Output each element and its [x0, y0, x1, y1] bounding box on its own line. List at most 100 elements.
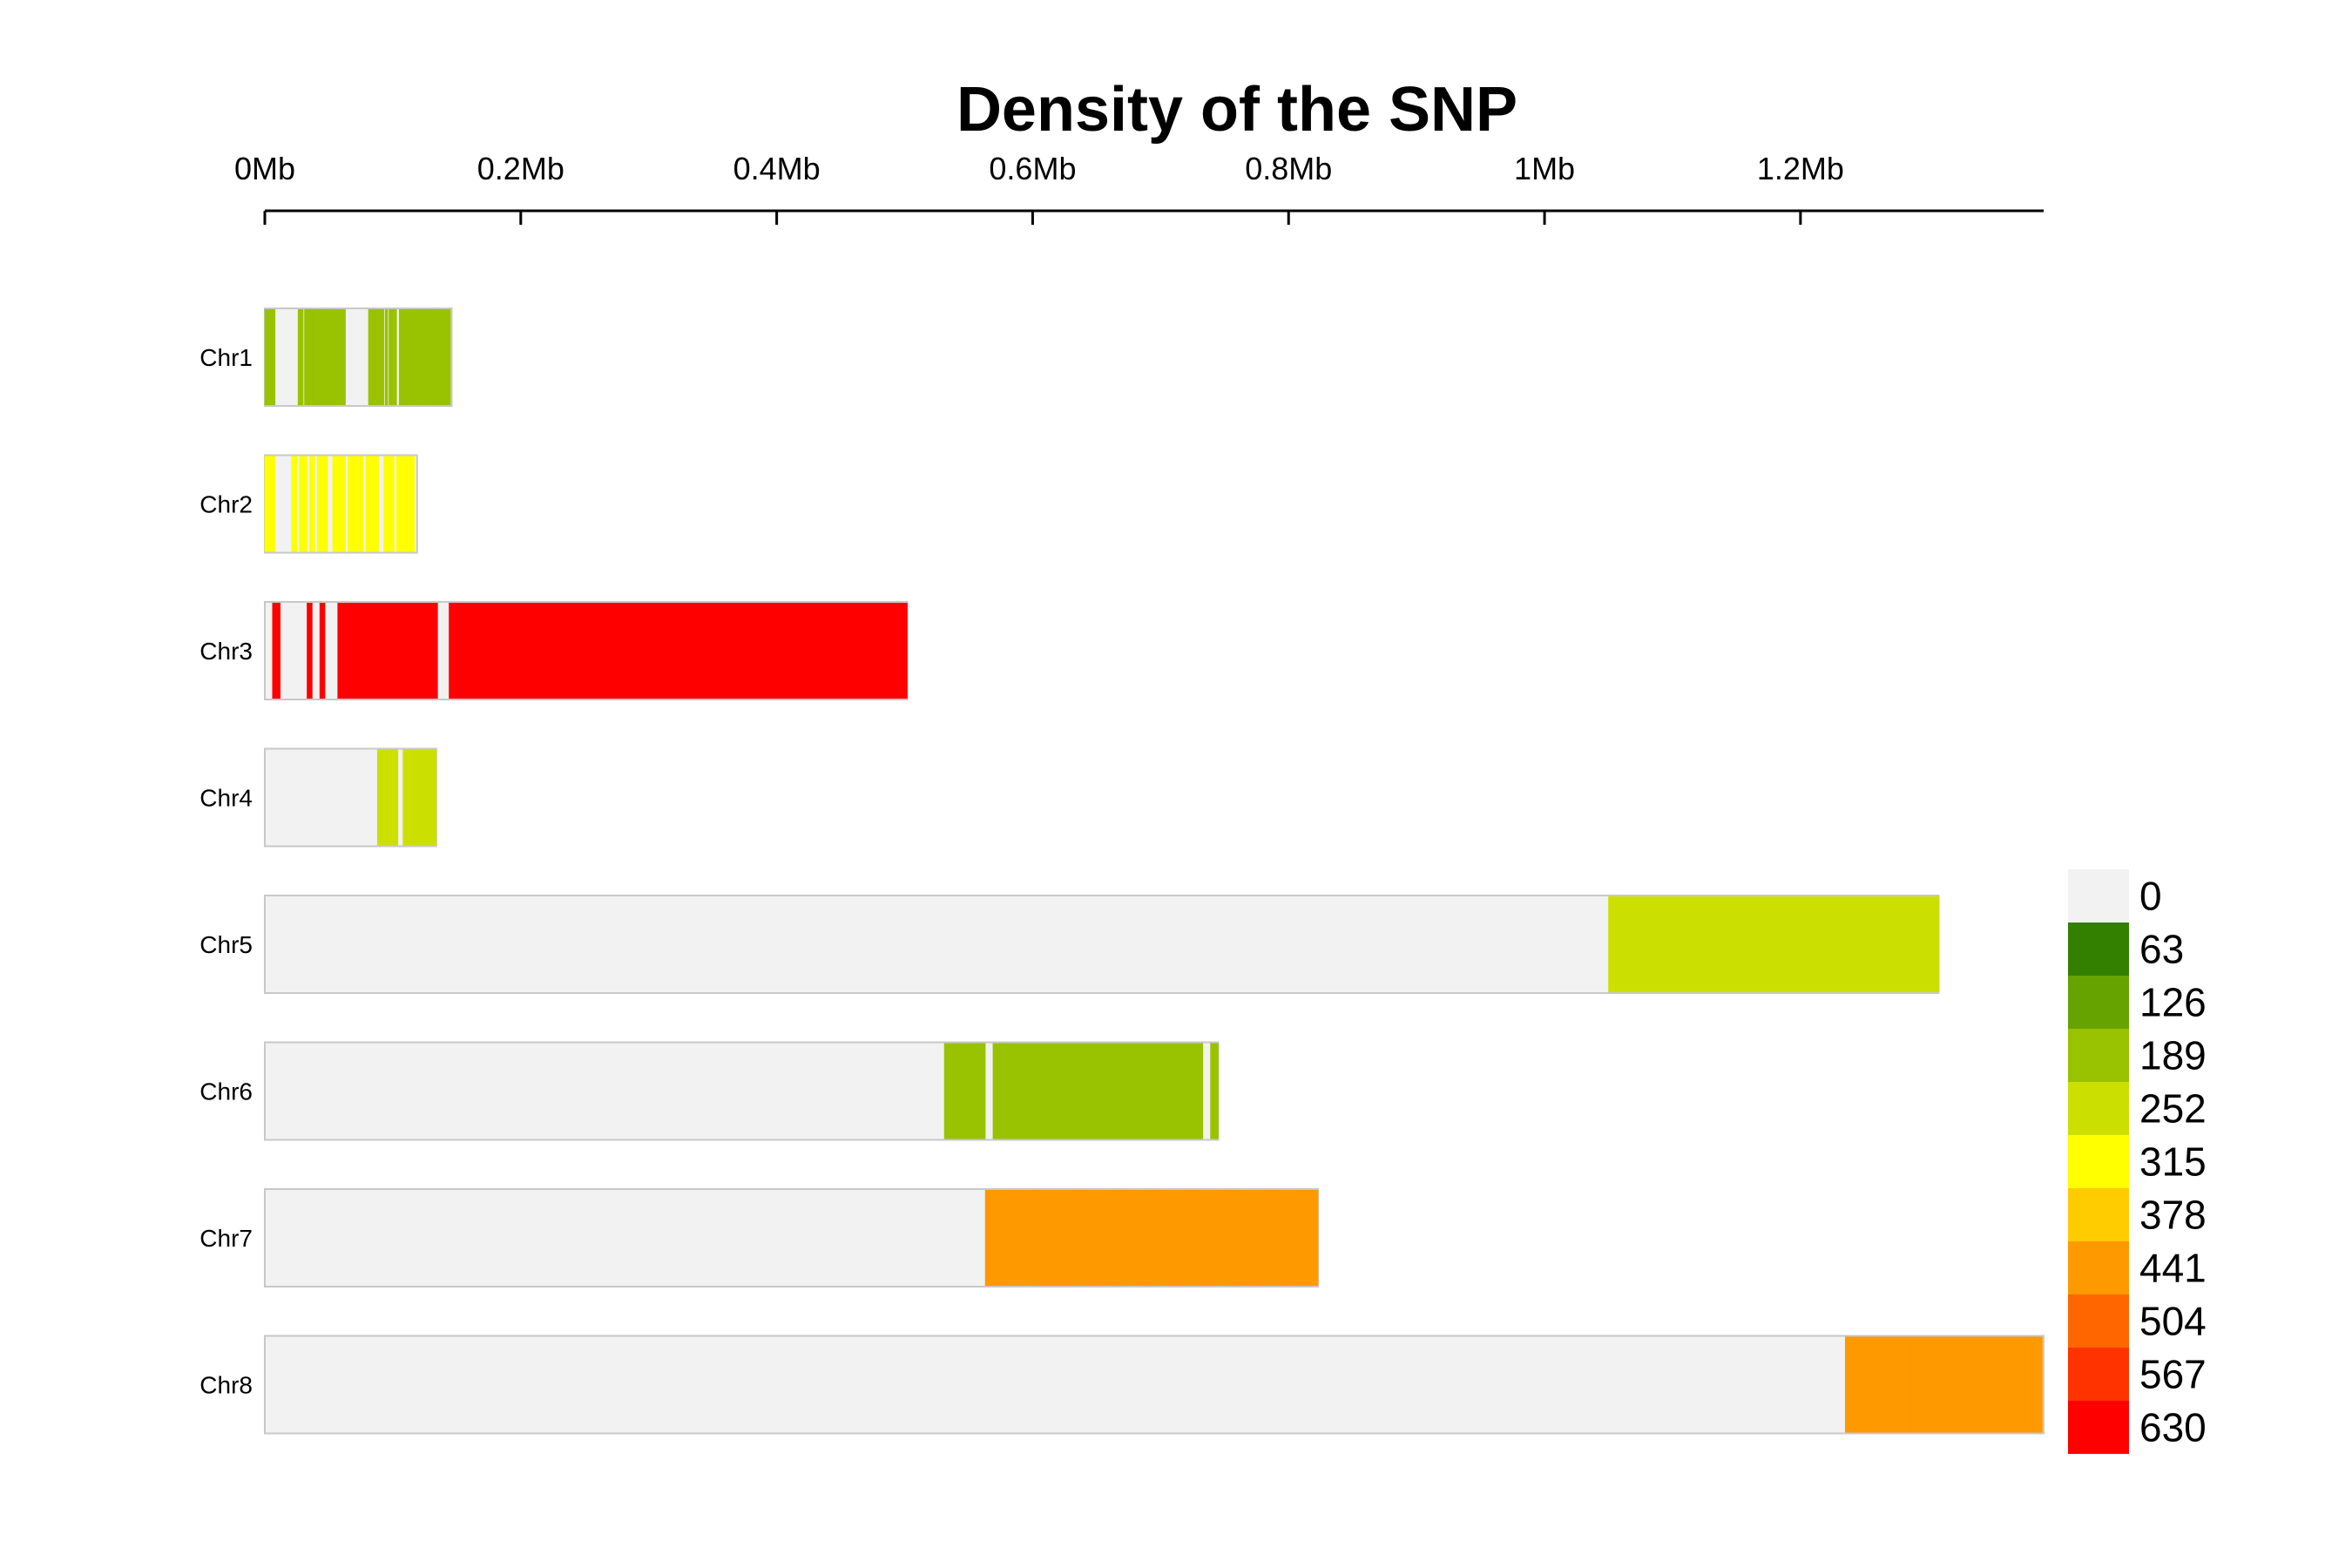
snp-bin	[886, 603, 890, 699]
snp-bin	[1881, 1336, 1884, 1433]
snp-bin	[1669, 896, 1673, 992]
snp-bin	[1980, 1336, 1984, 1433]
snp-bin	[531, 603, 534, 699]
snp-bin	[1225, 1190, 1229, 1286]
snp-bin	[517, 603, 522, 699]
snp-bin	[1960, 1336, 1963, 1433]
snp-bin	[1898, 1336, 1903, 1433]
snp-bin	[461, 603, 465, 699]
snp-bin	[525, 603, 529, 699]
snp-bin	[697, 603, 700, 699]
snp-bin	[840, 603, 844, 699]
snp-bin	[1128, 1043, 1132, 1139]
snp-bin	[1118, 1043, 1122, 1139]
snp-bin	[1110, 1043, 1114, 1139]
snp-bin	[1044, 1190, 1047, 1286]
snp-bin	[1307, 1190, 1311, 1286]
snp-bin	[274, 603, 279, 699]
snp-bin	[1057, 1043, 1060, 1139]
snp-bin	[1230, 1190, 1234, 1286]
snp-bin	[1205, 1190, 1209, 1286]
snp-bin	[1900, 896, 1903, 992]
snp-bin	[632, 603, 637, 699]
snp-bin	[492, 603, 496, 699]
snp-bin	[444, 309, 449, 405]
snp-bin	[1715, 896, 1720, 992]
snp-bin	[1061, 1190, 1065, 1286]
snp-bin	[1164, 1043, 1168, 1139]
snp-bin	[1074, 1190, 1078, 1286]
snp-bin	[1685, 896, 1688, 992]
snp-bin	[413, 749, 416, 846]
snp-bin	[743, 603, 747, 699]
snp-bin	[1923, 896, 1927, 992]
snp-bin	[620, 603, 624, 699]
snp-bin	[1841, 896, 1845, 992]
snp-bin	[1852, 1336, 1856, 1433]
snp-bin	[269, 456, 274, 552]
snp-bin	[689, 603, 693, 699]
snp-bin	[507, 603, 511, 699]
snp-bin	[395, 603, 400, 699]
snp-bin	[664, 603, 667, 699]
snp-bin	[1936, 1336, 1941, 1433]
snp-bin	[1939, 1336, 1943, 1433]
snp-bin	[401, 309, 405, 405]
snp-bin	[804, 603, 808, 699]
snp-bin	[584, 603, 588, 699]
snp-bin	[429, 603, 433, 699]
snp-bin	[297, 309, 301, 405]
snp-bin	[1998, 1336, 2002, 1433]
snp-bin	[1740, 896, 1745, 992]
snp-bin	[416, 749, 419, 846]
snp-bin	[1912, 896, 1916, 992]
snp-bin	[1917, 896, 1922, 992]
snp-bin	[1794, 896, 1799, 992]
snp-bin	[1734, 896, 1737, 992]
snp-bin	[1200, 1043, 1204, 1139]
snp-bin	[1931, 1336, 1936, 1433]
snp-bin	[355, 603, 359, 699]
snp-bin	[1903, 896, 1906, 992]
snp-bin	[1970, 1336, 1974, 1433]
snp-bin	[1868, 1336, 1872, 1433]
snp-bin	[528, 603, 531, 699]
snp-bin	[304, 309, 308, 405]
snp-bin	[499, 603, 504, 699]
snp-bin	[1066, 1190, 1071, 1286]
snp-bin	[873, 603, 877, 699]
snp-bin	[309, 603, 313, 699]
snp-bin	[291, 456, 295, 552]
snp-bin	[309, 456, 313, 552]
snp-bin	[722, 603, 727, 699]
snp-bin	[1028, 1043, 1032, 1139]
snp-bin	[1140, 1043, 1145, 1139]
snp-bin	[574, 603, 578, 699]
snp-bin	[378, 309, 382, 405]
snp-bin	[382, 749, 386, 846]
snp-bin	[411, 456, 416, 552]
snp-bin	[727, 603, 732, 699]
snp-bin	[1197, 1043, 1201, 1139]
snp-bin	[1159, 1190, 1163, 1286]
snp-bin	[1929, 1336, 1933, 1433]
snp-bin	[1112, 1190, 1117, 1286]
snp-bin	[471, 603, 476, 699]
snp-bin	[1087, 1190, 1091, 1286]
snp-bin	[858, 603, 862, 699]
snp-bin	[1274, 1190, 1278, 1286]
snp-bin	[1179, 1190, 1183, 1286]
snp-bin	[1013, 1190, 1017, 1286]
snp-bin	[1672, 896, 1676, 992]
snp-bin	[264, 456, 268, 552]
snp-bin	[299, 456, 302, 552]
snp-bin	[1259, 1190, 1262, 1286]
snp-bin	[1028, 1190, 1032, 1286]
snp-bin	[902, 603, 905, 699]
snp-bin	[321, 456, 326, 552]
snp-bin	[706, 603, 711, 699]
chromosome-body	[264, 1335, 2044, 1435]
x-tick-label: 0.2Mb	[477, 151, 564, 186]
snp-bin	[1098, 1043, 1101, 1139]
snp-bin	[1720, 896, 1725, 992]
